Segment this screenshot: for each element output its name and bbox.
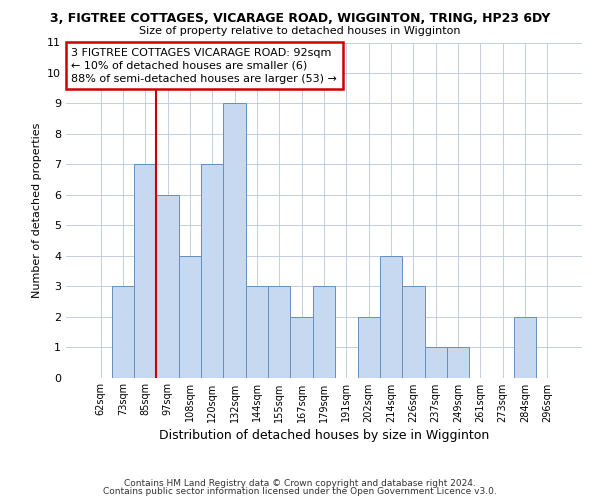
Bar [425, 347, 447, 378]
Text: Contains public sector information licensed under the Open Government Licence v3: Contains public sector information licen… [103, 487, 497, 496]
Bar [514, 316, 536, 378]
Bar [157, 195, 179, 378]
Bar [134, 164, 157, 378]
Bar [201, 164, 223, 378]
X-axis label: Distribution of detached houses by size in Wigginton: Distribution of detached houses by size … [159, 428, 489, 442]
Bar [268, 286, 290, 378]
Text: Size of property relative to detached houses in Wigginton: Size of property relative to detached ho… [139, 26, 461, 36]
Bar [246, 286, 268, 378]
Text: 3 FIGTREE COTTAGES VICARAGE ROAD: 92sqm
← 10% of detached houses are smaller (6): 3 FIGTREE COTTAGES VICARAGE ROAD: 92sqm … [71, 48, 337, 84]
Bar [223, 104, 246, 378]
Text: 3, FIGTREE COTTAGES, VICARAGE ROAD, WIGGINTON, TRING, HP23 6DY: 3, FIGTREE COTTAGES, VICARAGE ROAD, WIGG… [50, 12, 550, 26]
Bar [313, 286, 335, 378]
Bar [112, 286, 134, 378]
Text: Contains HM Land Registry data © Crown copyright and database right 2024.: Contains HM Land Registry data © Crown c… [124, 478, 476, 488]
Bar [358, 316, 380, 378]
Bar [447, 347, 469, 378]
Bar [380, 256, 402, 378]
Y-axis label: Number of detached properties: Number of detached properties [32, 122, 41, 298]
Bar [402, 286, 425, 378]
Bar [290, 316, 313, 378]
Bar [179, 256, 201, 378]
